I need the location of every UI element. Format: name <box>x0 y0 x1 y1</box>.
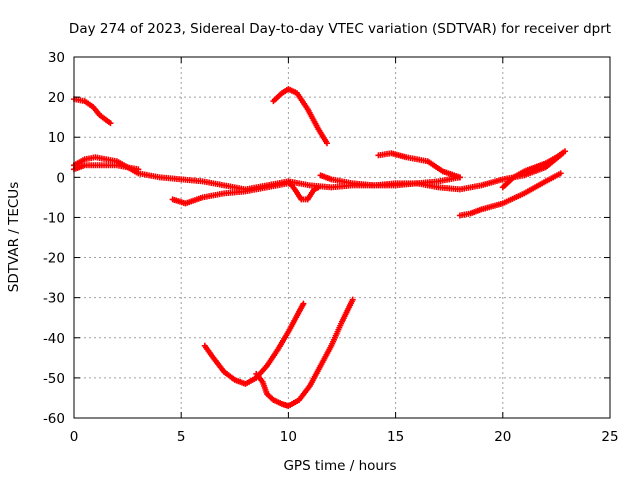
x-tick-label: 25 <box>601 429 618 445</box>
series-track-6 <box>270 86 330 147</box>
data-point <box>456 174 463 181</box>
y-tick-label: -20 <box>43 251 65 267</box>
series-track-9 <box>456 170 564 219</box>
data-point <box>557 170 564 177</box>
data-point <box>300 300 307 307</box>
y-tick-label: 10 <box>48 130 65 146</box>
y-axis-label: SDTVAR / TECUs <box>6 182 22 292</box>
series-layer <box>71 86 568 409</box>
series-track-10 <box>499 148 568 191</box>
y-tick-label: -60 <box>43 411 65 427</box>
series-track-8 <box>375 150 463 181</box>
x-tick-label: 10 <box>280 429 297 445</box>
y-tick-label: -30 <box>43 291 65 307</box>
x-tick-label: 0 <box>70 429 79 445</box>
y-tick-label: 30 <box>48 50 65 66</box>
series-track-3 <box>71 162 142 173</box>
data-point <box>107 120 114 127</box>
data-point <box>349 296 356 303</box>
data-point <box>561 148 568 155</box>
series-track-12 <box>253 296 356 409</box>
grid <box>74 57 610 418</box>
series-track-11 <box>201 300 307 387</box>
series-track-5 <box>285 178 322 203</box>
x-tick-label: 15 <box>387 429 404 445</box>
ticks: 0 5 10 15 20 25 -60 -50 -40 -30 -20 -10 0 10 20 30 <box>43 50 619 445</box>
y-tick-label: -50 <box>43 371 65 387</box>
plot-frame <box>73 56 611 419</box>
y-tick-label: -10 <box>43 210 65 226</box>
x-tick-label: 20 <box>494 429 511 445</box>
y-tick-label: 0 <box>56 170 65 186</box>
x-tick-label: 5 <box>177 429 186 445</box>
data-point <box>135 166 142 173</box>
x-axis-label: GPS time / hours <box>283 458 396 474</box>
y-tick-label: 20 <box>48 90 65 106</box>
data-point <box>323 140 330 147</box>
series-track-1 <box>71 96 114 127</box>
chart-title: Day 274 of 2023, Sidereal Day-to-day VTE… <box>69 21 611 37</box>
y-tick-label: -40 <box>43 331 65 347</box>
data-point <box>315 184 322 191</box>
